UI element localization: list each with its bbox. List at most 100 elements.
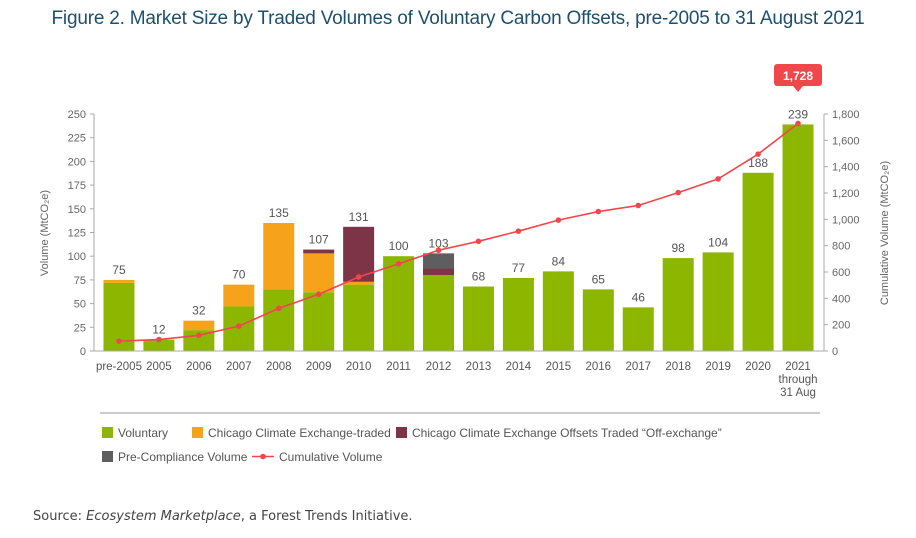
- x-tick-label: 2007: [226, 361, 252, 373]
- cumulative-point: [795, 120, 801, 127]
- cumulative-line-path: [118, 122, 799, 342]
- callout-label: 1,728: [783, 69, 813, 83]
- x-tick-label: 2009: [306, 361, 332, 373]
- bar-total-label: 135: [269, 206, 289, 220]
- bar-total-label: 98: [672, 241, 686, 255]
- legend: Voluntary Chicago Climate Exchange-traded…: [102, 426, 722, 464]
- legend-label: Voluntary: [118, 426, 168, 440]
- bar-total-label: 70: [232, 268, 246, 282]
- y2-axis-label: Cumulative Volume (MtCO₂e): [879, 161, 891, 305]
- source-prefix: Source:: [33, 509, 87, 524]
- bar-segment: [303, 249, 335, 254]
- y-tick-label: 25: [74, 322, 86, 334]
- bar-segment: [263, 223, 295, 290]
- x-tick-label: 2014: [506, 361, 532, 373]
- bar-total-label: 77: [512, 261, 526, 275]
- cumulative-line: [116, 120, 801, 344]
- legend-label: Chicago Climate Exchange-traded: [208, 426, 391, 440]
- cumulative-point: [635, 202, 642, 209]
- y-tick-label: 50: [74, 299, 86, 311]
- y2-tick-label: 400: [832, 293, 850, 305]
- cumulative-point: [475, 238, 482, 245]
- bar-total-label: 75: [112, 263, 126, 277]
- cumulative-point: [675, 189, 681, 196]
- legend-swatch: [192, 427, 203, 438]
- bar-segment: [303, 253, 335, 293]
- figure-title: Figure 2. Market Size by Traded Volumes …: [51, 8, 865, 29]
- y-tick-label: 125: [68, 228, 86, 240]
- chart: 0 25 50 75 100 125 150 175 200 225 250 0 200 400 600 8…: [39, 64, 891, 464]
- y-axis: 0 25 50 75 100 125 150 175 200 225 250: [68, 109, 95, 358]
- bar-total-label: 239: [788, 107, 808, 121]
- bar-segment: [343, 281, 375, 285]
- legend-swatch: [396, 427, 407, 438]
- bar-segment: [782, 124, 814, 351]
- y2-tick-label: 1,600: [832, 135, 860, 147]
- cumulative-point: [355, 274, 362, 280]
- x-tick-label: 31 Aug: [780, 387, 816, 399]
- y-tick-label: 100: [68, 251, 86, 263]
- x-tick-label: 2011: [386, 361, 411, 373]
- bar-total-label: 46: [632, 290, 646, 304]
- callout-box: [774, 64, 823, 86]
- x-tick-label: 2017: [625, 361, 651, 373]
- bar-segment: [462, 286, 494, 351]
- x-tick-label: 2010: [346, 361, 372, 373]
- cumulative-point: [275, 305, 282, 312]
- y2-tick-label: 1,200: [832, 188, 860, 200]
- y2-tick-label: 600: [832, 267, 850, 279]
- y-tick-label: 250: [68, 109, 86, 121]
- y2-tick-label: 800: [832, 241, 850, 253]
- x-tick-label: 2012: [426, 361, 452, 373]
- cumulative-point: [315, 291, 322, 298]
- y-axis-label: Volume (MtCO₂e): [39, 190, 51, 276]
- bar-total-label: 131: [349, 210, 369, 224]
- bar-segment: [383, 256, 415, 351]
- y-tick-label: 200: [68, 156, 86, 168]
- bar-segment: [303, 292, 335, 351]
- source-name: Ecosystem Marketplace: [86, 509, 241, 524]
- bar-total-label: 65: [592, 272, 606, 286]
- legend-label: Pre-Compliance Volume: [118, 450, 248, 464]
- x-tick-label: through: [779, 374, 818, 386]
- bars: [103, 124, 814, 351]
- y2-tick-label: 1,000: [832, 214, 860, 226]
- x-tick-label: 2005: [146, 361, 172, 373]
- x-tick-label: 2015: [546, 361, 572, 373]
- cumulative-point: [715, 176, 721, 182]
- cumulative-point: [236, 323, 242, 329]
- cumulative-callout: 1,728: [774, 64, 823, 92]
- legend-label: Chicago Climate Exchange Offsets Traded …: [412, 426, 722, 440]
- source-note: Source: Ecosystem Marketplace, a Forest …: [33, 509, 413, 524]
- x-tick-label: 2008: [266, 361, 292, 373]
- x-tick-label: 2006: [186, 361, 212, 373]
- bar-segment: [423, 268, 455, 276]
- bar-total-label: 12: [152, 323, 166, 337]
- bar-segment: [742, 172, 774, 351]
- bar-segment: [662, 258, 694, 351]
- y-tick-label: 150: [68, 204, 86, 216]
- x-tick-label: 2013: [466, 361, 492, 373]
- y2-axis: 0 200 400 600 800 1,000 1,200 1,400 1,600 1,800: [823, 109, 860, 358]
- bar-segment: [702, 252, 734, 351]
- cumulative-point: [395, 261, 402, 267]
- bar-segment: [343, 284, 375, 351]
- legend-swatch: [102, 427, 113, 438]
- cumulative-point: [116, 338, 122, 344]
- bar-total-label: 84: [552, 254, 566, 268]
- x-tick-label: 2018: [665, 361, 691, 373]
- cumulative-point: [595, 208, 602, 215]
- y2-tick-label: 200: [832, 320, 850, 332]
- x-tick-label: pre-2005: [96, 361, 142, 373]
- bar-segment: [423, 253, 455, 269]
- x-tick-label: 2019: [705, 361, 731, 373]
- cumulative-point: [755, 151, 761, 157]
- y2-tick-label: 1,400: [832, 162, 860, 174]
- x-tick-label: 2020: [745, 361, 771, 373]
- bar-segment: [183, 320, 215, 331]
- bar-segment: [143, 339, 175, 351]
- bar-segment: [423, 275, 455, 351]
- bar-segment: [263, 289, 295, 351]
- cumulative-point: [156, 336, 162, 343]
- y2-tick-label: 0: [832, 346, 838, 358]
